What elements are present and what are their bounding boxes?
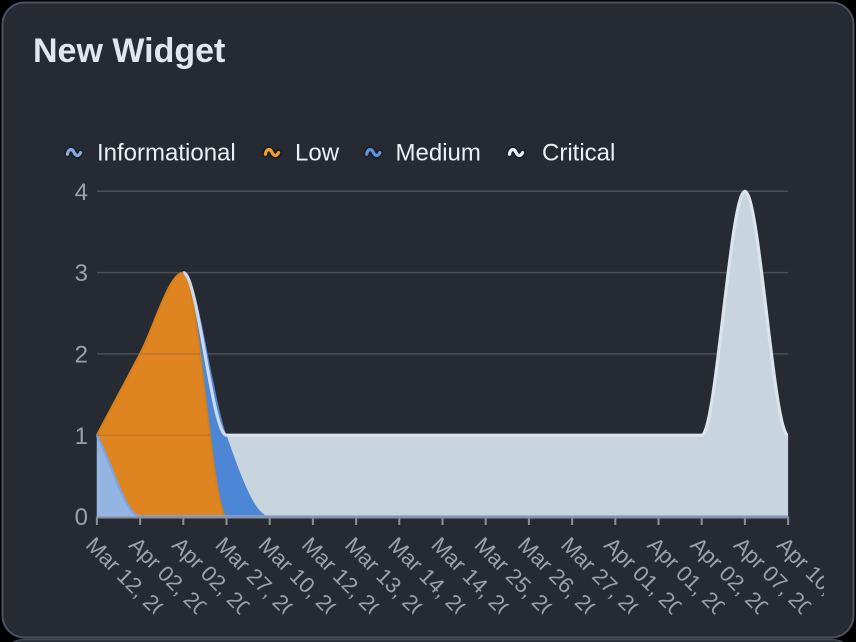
svg-text:3: 3 — [75, 260, 88, 287]
svg-text:2: 2 — [75, 342, 88, 369]
svg-text:Medium: Medium — [396, 140, 481, 167]
svg-text:Critical: Critical — [542, 140, 615, 167]
svg-text:4: 4 — [75, 179, 88, 206]
svg-text:0: 0 — [75, 504, 88, 531]
svg-text:1: 1 — [75, 423, 88, 450]
svg-text:New Widget: New Widget — [33, 32, 225, 70]
svg-text:Informational: Informational — [97, 140, 236, 167]
svg-text:Low: Low — [295, 140, 340, 167]
